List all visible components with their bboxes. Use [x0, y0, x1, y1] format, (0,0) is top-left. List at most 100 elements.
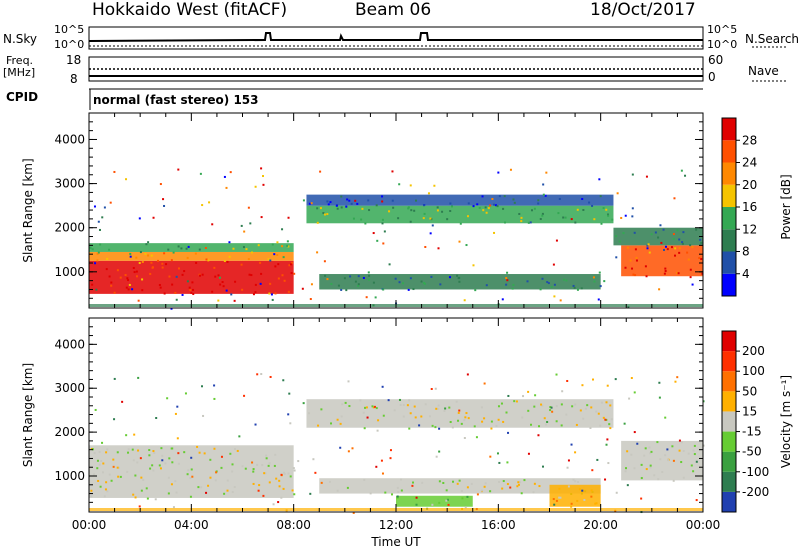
heatmap-pixel — [658, 288, 661, 291]
heatmap-pixel — [436, 206, 439, 209]
heatmap-pixel — [282, 487, 285, 490]
heatmap-pixel — [472, 264, 475, 267]
heatmap-pixel — [140, 489, 143, 492]
heatmap-pixel — [409, 220, 412, 223]
heatmap-pixel — [256, 373, 259, 376]
heatmap-pixel — [218, 276, 221, 279]
heatmap-pixel — [168, 457, 171, 460]
heatmap-pixel — [389, 457, 392, 460]
heatmap-pixel — [215, 471, 218, 474]
heatmap-pixel — [431, 224, 434, 227]
heatmap-pixel — [161, 266, 164, 269]
heatmap-pixel — [125, 286, 128, 289]
heatmap-pixel — [438, 480, 441, 483]
heatmap-pixel — [449, 202, 452, 205]
heatmap-pixel — [581, 384, 584, 387]
heatmap-pixel — [413, 209, 416, 212]
heatmap-pixel — [653, 474, 656, 477]
heatmap-pixel — [537, 434, 540, 437]
heatmap-pixel — [542, 183, 545, 186]
heatmap-pixel — [409, 184, 412, 187]
heatmap-pixel — [423, 212, 426, 215]
heatmap-pixel — [269, 259, 272, 262]
heatmap-pixel — [316, 207, 319, 210]
heatmap-pixel — [631, 173, 634, 176]
heatmap-pixel — [281, 274, 284, 277]
heatmap-pixel — [406, 404, 409, 407]
heatmap-pixel — [633, 467, 636, 470]
date-label: 18/Oct/2017 — [590, 0, 696, 20]
heatmap-pixel — [288, 392, 291, 395]
heatmap-pixel — [555, 405, 558, 408]
heatmap-pixel — [482, 209, 485, 212]
heatmap-pixel — [615, 256, 618, 259]
x-tick-label: 20:00 — [583, 518, 618, 532]
heatmap-pixel — [240, 263, 243, 266]
heatmap-pixel — [231, 470, 234, 473]
heatmap-pixel — [310, 283, 313, 286]
heatmap-pixel — [98, 451, 101, 454]
heatmap-pixel — [659, 224, 662, 227]
heatmap-pixel — [320, 408, 323, 411]
heatmap-pixel — [678, 251, 681, 254]
heatmap-pixel — [228, 255, 231, 258]
heatmap-pixel — [280, 473, 283, 476]
heatmap-pixel — [428, 415, 431, 418]
heatmap-pixel — [269, 282, 272, 285]
heatmap-pixel — [392, 206, 395, 209]
heatmap-pixel — [291, 489, 294, 492]
heatmap-pixel — [192, 293, 195, 296]
heatmap-pixel — [162, 198, 165, 201]
heatmap-pixel — [269, 375, 272, 378]
heatmap-pixel — [354, 199, 357, 202]
heatmap-pixel — [611, 218, 614, 221]
heatmap-pixel — [316, 251, 319, 254]
heatmap-pixel — [113, 170, 116, 173]
heatmap-pixel — [680, 169, 683, 172]
heatmap-band — [89, 445, 294, 498]
heatmap-pixel — [572, 478, 575, 481]
heatmap-pixel — [203, 452, 206, 455]
freq-label-1: Freq. — [6, 54, 34, 67]
heatmap-pixel — [132, 459, 135, 462]
heatmap-pixel — [105, 481, 108, 484]
colorbar-tick-label: 8 — [742, 245, 750, 259]
heatmap-pixel — [441, 210, 444, 213]
heatmap-pixel — [167, 492, 170, 495]
x-tick-label: 00:00 — [72, 518, 107, 532]
heatmap-pixel — [230, 293, 233, 296]
heatmap-pixel — [661, 471, 664, 474]
heatmap-pixel — [146, 497, 149, 500]
heatmap-pixel — [288, 264, 291, 267]
heatmap-pixel — [457, 411, 460, 414]
colorbar-label: Power [dB] — [779, 174, 793, 239]
heatmap-pixel — [201, 204, 204, 207]
heatmap-pixel — [104, 488, 107, 491]
heatmap-pixel — [684, 174, 687, 177]
heatmap-pixel — [540, 403, 543, 406]
heatmap-pixel — [490, 420, 493, 423]
heatmap-pixel — [372, 406, 375, 409]
heatmap-pixel — [94, 408, 97, 411]
heatmap-pixel — [448, 276, 451, 279]
heatmap-pixel — [519, 481, 522, 484]
heatmap-pixel — [623, 422, 626, 425]
heatmap-pixel — [560, 424, 563, 427]
heatmap-pixel — [177, 168, 180, 171]
heatmap-pixel — [586, 404, 589, 407]
heatmap-pixel — [274, 453, 277, 456]
heatmap-pixel — [691, 246, 694, 249]
heatmap-pixel — [302, 402, 305, 405]
heatmap-pixel — [571, 405, 574, 408]
heatmap-pixel — [691, 283, 694, 286]
colorbar-tick-label: 15 — [742, 404, 757, 418]
heatmap-pixel — [500, 402, 503, 405]
heatmap-pixel — [513, 400, 516, 403]
heatmap-pixel — [659, 458, 662, 461]
heatmap-pixel — [287, 413, 290, 416]
heatmap-pixel — [555, 373, 558, 376]
heatmap-pixel — [252, 293, 255, 296]
heatmap-pixel — [91, 283, 94, 286]
heatmap-pixel — [188, 286, 191, 289]
y-axis-label: Slant Range [km] — [21, 363, 35, 467]
